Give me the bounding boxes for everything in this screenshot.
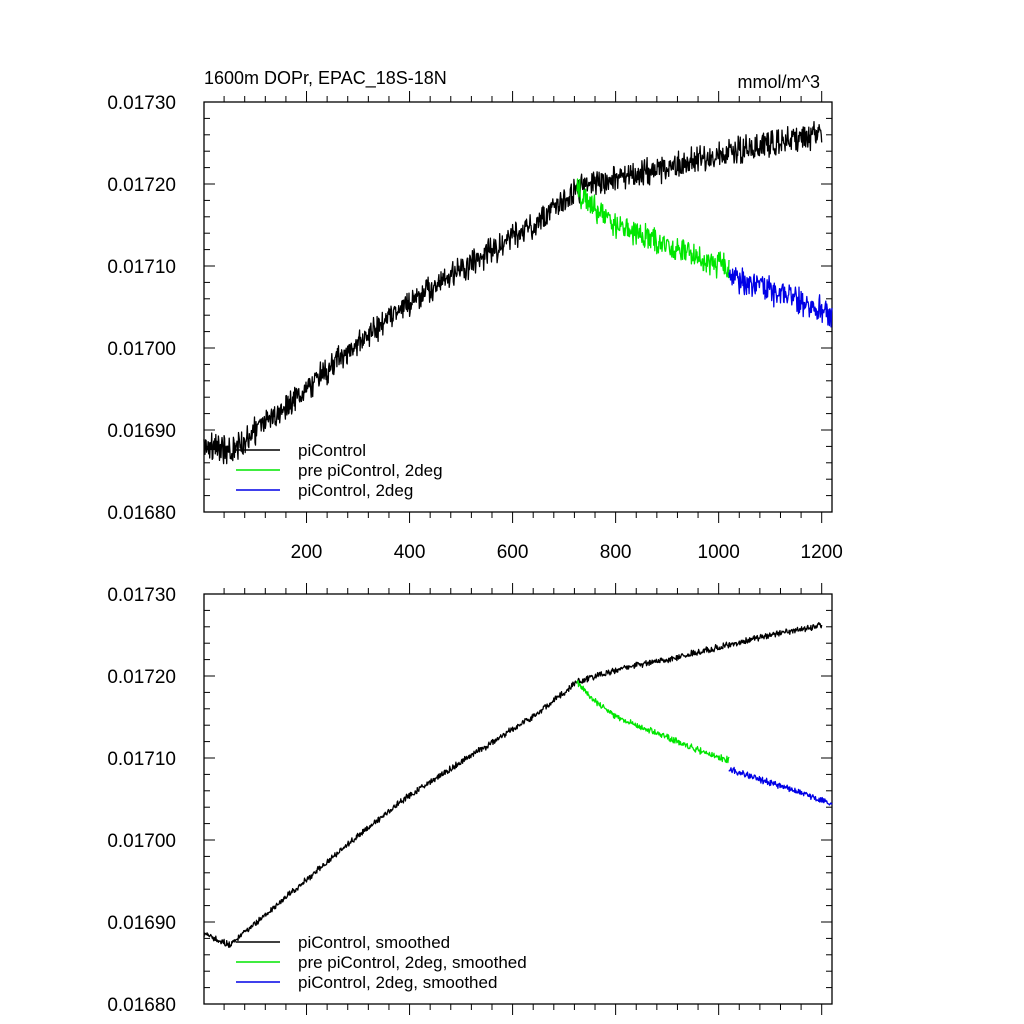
y-tick-label: 0.01710 bbox=[107, 257, 176, 278]
y-tick-label: 0.01690 bbox=[107, 421, 176, 442]
x-tick-label: 600 bbox=[497, 542, 529, 563]
series-line bbox=[203, 121, 823, 465]
x-tick-label: 1200 bbox=[801, 542, 843, 563]
y-tick-label: 0.01680 bbox=[107, 995, 176, 1016]
series-line bbox=[728, 766, 833, 806]
y-tick-label: 0.01730 bbox=[107, 93, 176, 114]
series-line bbox=[728, 267, 833, 328]
legend-label: piControl bbox=[298, 441, 366, 460]
units-label: mmol/m^3 bbox=[738, 72, 820, 92]
legend-label: pre piControl, 2deg bbox=[298, 461, 443, 480]
series-line bbox=[576, 680, 730, 764]
y-tick-label: 0.01710 bbox=[107, 749, 176, 770]
y-tick-label: 0.01720 bbox=[107, 175, 176, 196]
top-panel: 0.01680 0.01690 0.01700 0.01710 0.01720 0.017… bbox=[107, 91, 843, 563]
y-tick-label: 0.01720 bbox=[107, 667, 176, 688]
y-tick-label: 0.01700 bbox=[107, 339, 176, 360]
x-tick-label: 800 bbox=[600, 542, 632, 563]
y-tick-label: 0.01730 bbox=[107, 585, 176, 606]
y-tick-label: 0.01680 bbox=[107, 503, 176, 524]
chart-title: 1600m DOPr, EPAC_18S-18N bbox=[204, 68, 447, 89]
legend-label: pre piControl, 2deg, smoothed bbox=[298, 953, 527, 972]
x-tick-label: 1000 bbox=[698, 542, 740, 563]
legend-label: piControl, 2deg, smoothed bbox=[298, 973, 497, 992]
y-tick-label: 0.01690 bbox=[107, 913, 176, 934]
x-tick-label: 400 bbox=[394, 542, 426, 563]
legend-label: piControl, smoothed bbox=[298, 933, 450, 952]
series-line bbox=[203, 622, 823, 948]
legend-label: piControl, 2deg bbox=[298, 481, 413, 500]
y-tick-label: 0.01700 bbox=[107, 831, 176, 852]
plot-frame bbox=[203, 593, 833, 1005]
series-line bbox=[576, 178, 730, 279]
x-tick-label: 200 bbox=[291, 542, 323, 563]
plot-frame bbox=[203, 101, 833, 513]
bottom-panel: 0.01680 0.01690 0.01700 0.01710 0.01720 0.017… bbox=[107, 583, 833, 1016]
